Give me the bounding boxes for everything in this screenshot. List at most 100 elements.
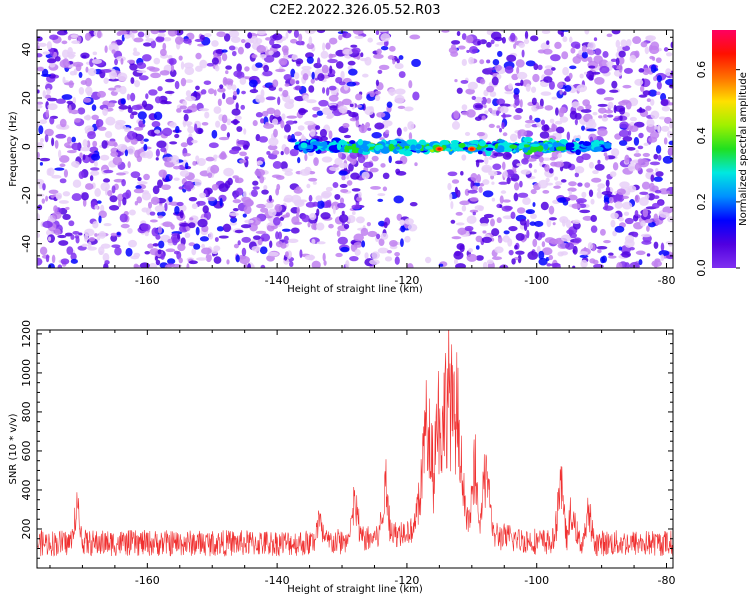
spectrogram-band-cell: [543, 143, 549, 150]
spectrogram-cell: [266, 224, 275, 232]
spectrogram-cell: [514, 244, 518, 250]
spectrogram-cell: [199, 59, 208, 69]
spectrogram-cell: [221, 49, 228, 53]
spectrogram-cell: [375, 79, 380, 87]
spectrogram-band-cell: [592, 142, 599, 148]
spectrogram-cell: [230, 216, 238, 223]
spectrogram-cell: [104, 45, 108, 53]
spectrogram-cell: [615, 57, 620, 66]
spectrogram-cell: [561, 51, 569, 60]
spectrogram-cell: [609, 89, 619, 93]
spectrogram-cell: [623, 211, 630, 216]
spectrogram-cell: [591, 177, 602, 183]
spectrogram-cell: [534, 231, 539, 239]
spectrogram-cell: [41, 73, 52, 78]
spectrogram-cell: [240, 224, 252, 229]
spectrogram-cell: [256, 203, 266, 209]
spectrogram-cell: [304, 30, 316, 35]
spectrogram-cell: [108, 78, 120, 82]
spectrogram-cell: [362, 73, 369, 78]
spectrogram-cell: [130, 138, 138, 145]
spectrogram-cell: [291, 54, 298, 61]
spectrogram-band-cell: [445, 147, 451, 152]
spectrogram-cell: [301, 65, 312, 71]
spectrogram-cell: [349, 103, 354, 108]
spectrogram-cell: [517, 254, 522, 264]
spectrogram-cell: [494, 246, 504, 254]
snr-x-tick-label: -140: [265, 574, 290, 587]
spectrogram-cell: [59, 155, 70, 163]
spectrogram-cell: [652, 56, 656, 61]
spectrogram-cell: [42, 220, 53, 229]
spectrogram-y-tick-label: 20: [20, 91, 33, 105]
spectrogram-cell: [37, 178, 45, 186]
spectrogram-cell: [239, 159, 247, 164]
spectrogram-cell: [646, 168, 654, 173]
spectrogram-cell: [562, 67, 570, 76]
spectrogram-cell: [355, 119, 360, 128]
spectrogram-cell: [584, 182, 591, 188]
spectrogram-cell: [320, 212, 331, 220]
spectrogram-cell: [348, 68, 358, 76]
spectrogram-cell: [630, 160, 639, 164]
spectrogram-cell: [451, 236, 462, 240]
spectrogram-cell: [610, 58, 617, 63]
spectrogram-cell: [552, 262, 561, 268]
spectrogram-cell: [188, 260, 198, 265]
spectrogram-cell: [598, 115, 603, 119]
spectrogram-cell: [326, 87, 330, 96]
spectrogram-cell: [323, 260, 327, 266]
spectrogram-cell: [199, 34, 206, 41]
spectrogram-cell: [52, 211, 62, 220]
spectrogram-cell: [459, 200, 470, 206]
spectrogram-cell: [312, 181, 317, 185]
spectrogram-cell: [311, 71, 315, 80]
spectrogram-cell: [574, 172, 580, 178]
spectrogram-cell: [641, 240, 652, 245]
spectrogram-cell: [162, 221, 173, 228]
spectrogram-cell: [523, 38, 530, 45]
spectrogram-cell: [109, 70, 118, 80]
spectrogram-cell: [277, 96, 281, 106]
spectrogram-cell: [627, 185, 637, 193]
spectrogram-cell: [187, 123, 191, 128]
spectrogram-cell: [293, 30, 299, 38]
spectrogram-cell: [510, 211, 516, 220]
spectrogram-cell: [629, 54, 637, 63]
spectrogram-band-cell: [530, 145, 538, 153]
spectrogram-cell: [353, 242, 363, 248]
spectrogram-cell: [543, 68, 554, 76]
spectrogram-cell: [178, 55, 183, 61]
spectrogram-cell: [295, 80, 300, 85]
spectrogram-cell: [649, 182, 655, 192]
spectrogram-cell: [325, 186, 333, 192]
spectrogram-cell: [215, 48, 225, 54]
spectrogram-cell: [51, 174, 62, 179]
spectrogram-cell: [475, 235, 483, 243]
spectrogram-cell: [271, 43, 282, 49]
spectrogram-cell: [548, 217, 557, 221]
spectrogram-cell: [322, 252, 326, 262]
spectrogram-cell: [329, 105, 338, 111]
spectrogram-cell: [252, 186, 260, 190]
spectrogram-cell: [481, 164, 493, 173]
spectrogram-cell: [337, 202, 346, 209]
spectrogram-cell: [252, 180, 259, 186]
spectrogram-cell: [60, 258, 70, 265]
spectrogram-cell: [572, 245, 578, 255]
spectrogram-cell: [42, 51, 50, 55]
spectrogram-cell: [334, 157, 343, 166]
spectrogram-cell: [90, 170, 100, 176]
spectrogram-cell: [137, 176, 142, 182]
spectrogram-cell: [70, 258, 78, 264]
snr-ticks: -160 -140 -120 -100 -80 200 400 600 800 1000 1200: [20, 320, 675, 587]
spectrogram-cell: [37, 152, 40, 159]
spectrogram-cell: [299, 199, 307, 203]
spectrogram-cell: [513, 192, 519, 202]
spectrogram-cell: [126, 145, 136, 155]
spectrogram-cell: [213, 245, 221, 252]
spectrogram-cell: [46, 41, 52, 50]
spectrogram-cell: [94, 188, 101, 197]
spectrogram-cell: [304, 254, 316, 261]
chart-title: C2E2.2022.326.05.52.R03: [269, 3, 440, 18]
